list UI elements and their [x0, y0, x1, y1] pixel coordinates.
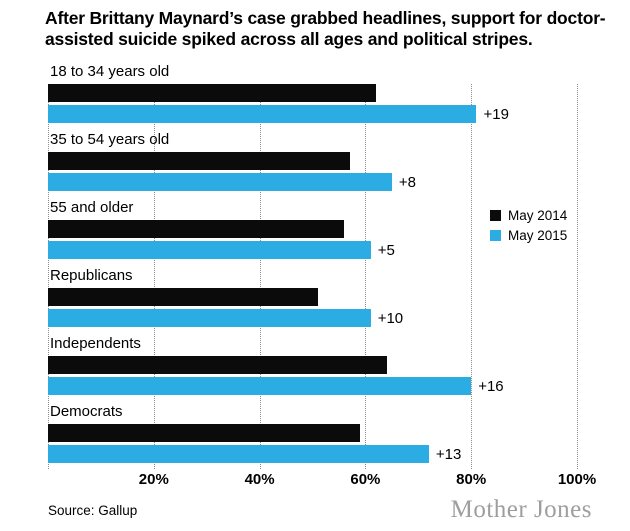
chart-title-line-1: After Brittany Maynard’s case grabbed he…: [45, 8, 606, 28]
bar-group-republicans: Republicans +10: [48, 266, 577, 334]
gridline-40: [259, 84, 261, 469]
x-tick-20: 20%: [138, 471, 169, 488]
legend-label: May 2014: [508, 208, 568, 223]
category-label: Democrats: [50, 403, 123, 420]
category-label: 55 and older: [50, 199, 134, 216]
bar-group-18-34: 18 to 34 years old +19: [48, 62, 577, 130]
x-tick-60: 60%: [350, 471, 381, 488]
bar-group-independents: Independents +16: [48, 334, 577, 402]
source-credit: Source: Gallup: [48, 503, 138, 518]
bar-group-55-older: 55 and older +5: [48, 198, 577, 266]
legend-item-may-2015: May 2015: [490, 228, 567, 243]
bar-may2015: [48, 377, 472, 395]
x-axis: 20% 40% 60% 80% 100%: [48, 471, 596, 491]
bar-may2014: [48, 84, 376, 102]
bar-may2014: [48, 220, 345, 238]
bar-group-democrats: Democrats +13: [48, 402, 577, 470]
bar-may2015: [48, 241, 371, 259]
change-annotation: +5: [377, 241, 395, 259]
change-annotation: +8: [398, 173, 416, 191]
change-annotation: +13: [435, 445, 462, 463]
chart-title: After Brittany Maynard’s case grabbed he…: [45, 8, 615, 50]
x-tick-100: 100%: [557, 471, 597, 488]
bar-groups: 18 to 34 years old +19 35 to 54 years ol…: [48, 62, 577, 470]
gridline-60: [365, 84, 367, 469]
change-annotation: +10: [377, 309, 404, 327]
gridline-100: [577, 84, 578, 469]
mother-jones-logo: Mother Jones: [450, 496, 592, 523]
bar-group-35-54: 35 to 54 years old +8: [48, 130, 577, 198]
bar-may2014: [48, 152, 350, 170]
plot-area: 18 to 34 years old +19 35 to 54 years ol…: [48, 62, 596, 492]
bar-may2015: [48, 309, 371, 327]
chart-title-line-2: assisted suicide spiked across all ages …: [45, 29, 533, 49]
legend-swatch-black: [490, 210, 501, 221]
change-annotation: +16: [478, 377, 504, 395]
x-tick-80: 80%: [456, 471, 487, 488]
bar-may2014: [48, 356, 387, 374]
bar-may2015: [48, 445, 429, 463]
bar-may2015: [48, 105, 477, 123]
legend-swatch-blue: [490, 230, 501, 241]
bar-may2015: [48, 173, 392, 191]
category-label: 18 to 34 years old: [50, 63, 170, 80]
legend-item-may-2014: May 2014: [490, 208, 567, 223]
x-tick-40: 40%: [244, 471, 275, 488]
gridlines: [48, 84, 578, 469]
legend-label: May 2015: [508, 228, 568, 243]
gridline-20: [153, 84, 155, 469]
change-annotation: +19: [483, 105, 509, 123]
bar-may2014: [48, 424, 361, 442]
category-label: 35 to 54 years old: [50, 131, 170, 148]
gridline-0: [48, 84, 49, 469]
bar-may2014: [48, 288, 318, 306]
category-label: Republicans: [50, 267, 133, 284]
category-label: Independents: [50, 335, 141, 352]
legend: May 2014 May 2015: [490, 208, 567, 248]
gridline-80: [471, 84, 473, 469]
